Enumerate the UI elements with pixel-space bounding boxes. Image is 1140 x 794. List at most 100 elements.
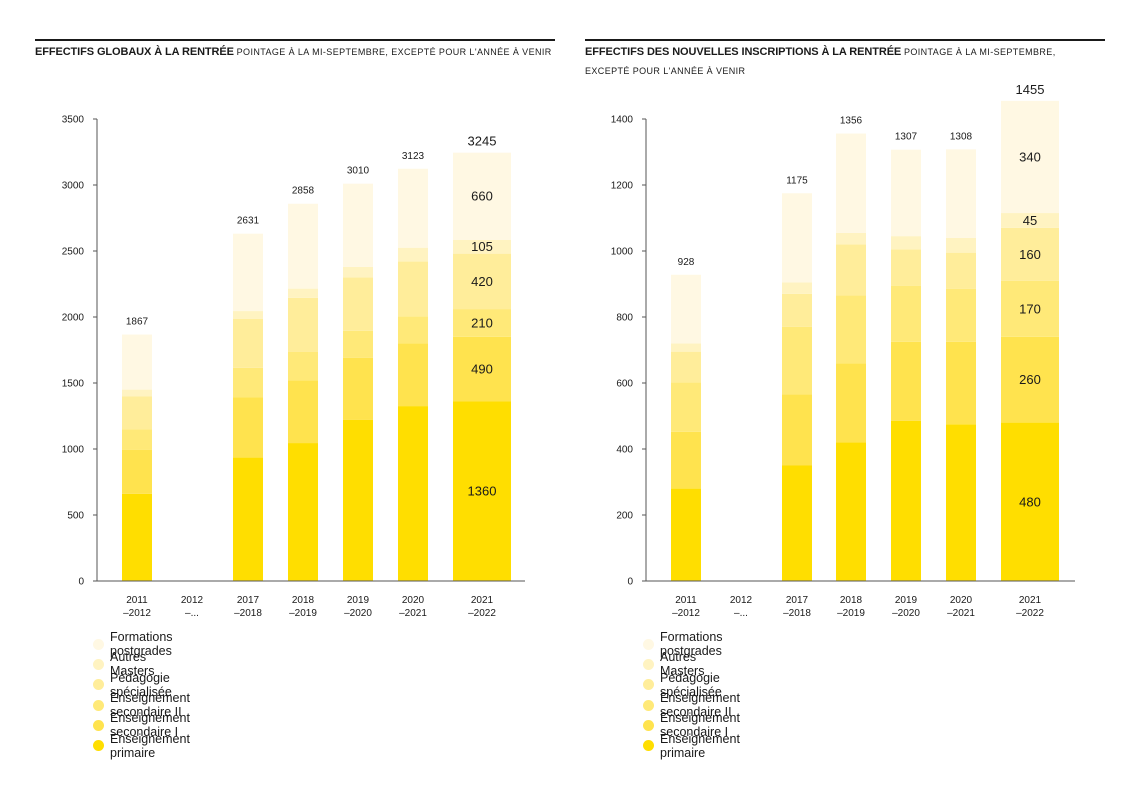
bar-segment-secondaire_2: [782, 326, 812, 395]
bar-segment-pedagogie: [836, 244, 866, 296]
bar-segment-secondaire_1: [782, 394, 812, 466]
bar-segment-pedagogie: [122, 396, 152, 430]
bar-segment-secondaire_1: [891, 341, 921, 421]
bar-segment-postgrades: [343, 183, 373, 267]
bar-segment-postgrades: [233, 233, 263, 312]
title-rule: [35, 39, 555, 41]
segment-value-label: 260: [1019, 372, 1041, 387]
legend-label: Formations postgrades: [110, 630, 173, 659]
bar-segment-secondaire_2: [891, 285, 921, 342]
bar-segment-pedagogie: [946, 252, 976, 289]
legend-label: Formations postgrades: [660, 630, 723, 659]
bar-segment-secondaire_2: [122, 429, 152, 450]
x-tick-label: 2018: [292, 595, 315, 606]
y-tick-label: 3500: [62, 115, 85, 126]
legend-item: Autres Masters: [643, 650, 740, 678]
y-tick-label: 2500: [62, 247, 85, 258]
bar-segment-masters: [453, 239, 511, 254]
chart-subtitle-line2: EXCEPTÉ POUR L'ANNÉE À VENIR: [585, 66, 746, 76]
bar-segment-primaire: [1001, 422, 1059, 581]
legend-label: Enseignement secondaire II: [110, 691, 190, 720]
legend-item: Pédagogie spécialisée: [643, 671, 740, 699]
bar-segment-pedagogie: [453, 253, 511, 310]
chart-legend: Formations postgrades Autres Masters Pédag…: [93, 630, 190, 760]
bar-segment-masters: [946, 237, 976, 253]
chart-subtitle: POINTAGE À LA MI-SEPTEMBRE,: [903, 47, 1056, 57]
bar-segment-primaire: [122, 493, 152, 581]
chart-title-main: EFFECTIFS DES NOUVELLES INSCRIPTIONS À L…: [585, 46, 902, 58]
bar-segment-secondaire_1: [233, 397, 263, 458]
bar-segment-postgrades: [891, 149, 921, 237]
x-tick-label: –2019: [289, 608, 317, 619]
bar-segment-secondaire_1: [288, 380, 318, 444]
bar-segment-masters: [671, 343, 701, 352]
bar-total-label: 1308: [950, 131, 973, 142]
bar-segment-primaire: [671, 488, 701, 581]
legend-item: Formations postgrades: [643, 630, 740, 658]
bar-total-label: 3010: [347, 166, 370, 177]
y-tick-label: 800: [616, 313, 633, 324]
bar-segment-primaire: [233, 457, 263, 581]
bar-segment-postgrades: [288, 203, 318, 289]
bar-segment-secondaire_1: [946, 341, 976, 425]
legend-item: Enseignement secondaire II: [93, 691, 190, 719]
x-tick-label: –...: [734, 608, 748, 619]
chart-title-main: EFFECTIFS GLOBAUX À LA RENTRÉE: [35, 46, 234, 58]
bar-segment-postgrades: [946, 149, 976, 238]
bar-segment-pedagogie: [891, 249, 921, 286]
segment-value-label: 1360: [468, 484, 497, 499]
bar-segment-secondaire_1: [836, 363, 866, 443]
bar-segment-secondaire_2: [453, 309, 511, 337]
bar-segment-secondaire_1: [398, 343, 428, 407]
bar-segment-secondaire_2: [836, 295, 866, 364]
y-tick-label: 3000: [62, 181, 85, 192]
x-tick-label: 2019: [347, 595, 370, 606]
y-tick-label: 0: [78, 577, 84, 588]
segment-value-label: 420: [471, 274, 493, 289]
chart-title: EFFECTIFS DES NOUVELLES INSCRIPTIONS À L…: [585, 43, 1105, 81]
x-tick-label: 2017: [237, 595, 260, 606]
legend-item: Pédagogie spécialisée: [93, 671, 190, 699]
x-tick-label: 2011: [675, 595, 697, 606]
bar-segment-masters: [288, 288, 318, 298]
x-tick-label: 2017: [786, 595, 809, 606]
segment-value-label: 210: [471, 315, 493, 330]
bar-segment-primaire: [288, 443, 318, 581]
bar-segment-secondaire_1: [1001, 336, 1059, 423]
y-tick-label: 600: [616, 379, 633, 390]
x-tick-label: –2012: [672, 608, 700, 619]
bar-segment-masters: [836, 232, 866, 245]
x-tick-label: 2019: [895, 595, 918, 606]
bar-segment-masters: [398, 247, 428, 262]
legend-label: Enseignement secondaire I: [660, 711, 740, 740]
segment-value-label: 45: [1023, 213, 1037, 228]
legend-swatch: [93, 740, 104, 752]
bar-total-label: 2631: [237, 216, 260, 227]
bar-total-label: 3123: [402, 151, 425, 162]
bar-segment-secondaire_2: [1001, 280, 1059, 337]
bar-segment-secondaire_2: [398, 316, 428, 344]
bar-segment-pedagogie: [671, 351, 701, 383]
bar-segment-secondaire_2: [343, 330, 373, 358]
y-tick-label: 1000: [611, 247, 634, 258]
x-tick-label: –2018: [783, 608, 811, 619]
bar-segment-masters: [782, 282, 812, 294]
bar-total-label: 928: [678, 257, 695, 268]
legend-swatch: [643, 679, 654, 691]
x-tick-label: –2012: [123, 608, 151, 619]
bar-segment-primaire: [836, 442, 866, 581]
legend-swatch: [93, 719, 104, 731]
legend-label: Enseignement secondaire I: [110, 711, 190, 740]
bar-segment-secondaire_2: [671, 382, 701, 432]
x-tick-label: –...: [185, 608, 199, 619]
segment-value-label: 490: [471, 362, 493, 377]
legend-swatch: [643, 740, 654, 752]
segment-value-label: 160: [1019, 247, 1041, 262]
legend-swatch: [93, 699, 104, 711]
bar-segment-postgrades: [782, 193, 812, 283]
bar-segment-postgrades: [398, 168, 428, 248]
bar-total-label: 2858: [292, 186, 315, 197]
segment-value-label: 480: [1019, 494, 1041, 509]
x-tick-label: –2018: [234, 608, 262, 619]
bar-segment-secondaire_1: [343, 357, 373, 420]
